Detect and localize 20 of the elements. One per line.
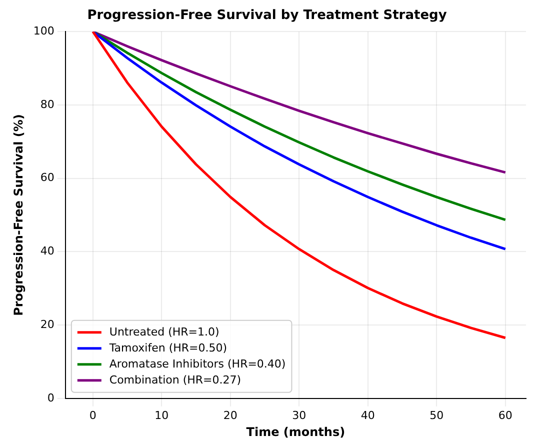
legend-label: Combination (HR=0.27) [109,373,242,386]
x-tick-label: 60 [498,408,512,422]
y-tick-label: 60 [40,171,54,184]
y-tick-label: 80 [40,98,54,111]
y-tick-label: 0 [47,391,54,404]
y-tick-label: 40 [40,244,54,258]
x-tick-label: 30 [292,408,306,422]
y-axis-title: Progression-Free Survival (%) [11,114,26,316]
x-tick-label: 50 [430,408,444,422]
x-tick-label: 20 [223,408,238,422]
y-tick-label: 100 [33,24,54,38]
x-tick-label: 0 [89,408,96,422]
x-axis-title: Time (months) [246,424,346,439]
y-tick-label: 20 [40,318,54,331]
legend-label: Tamoxifen (HR=0.50) [108,341,228,354]
chart-title: Progression-Free Survival by Treatment Strategy [87,8,448,24]
x-tick-label: 40 [360,408,375,422]
legend-label: Aromatase Inhibitors (HR=0.40) [109,357,286,370]
legend-label: Untreated (HR=1.0) [109,325,220,338]
x-tick-label: 10 [154,408,169,422]
